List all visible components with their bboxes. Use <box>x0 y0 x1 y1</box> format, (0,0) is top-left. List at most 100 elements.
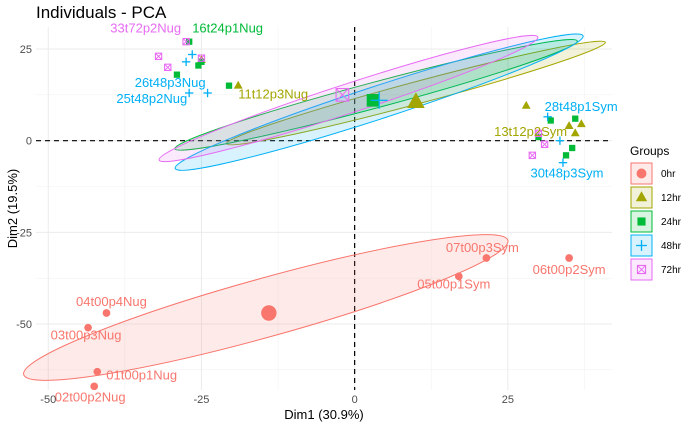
point-square-outline <box>528 151 537 160</box>
point-label: 01t00p1Nug <box>106 368 177 383</box>
point-label: 02t00p2Nug <box>55 389 126 404</box>
point-label: 05t00p1Sym <box>417 276 490 291</box>
legend-item-12hr: 12hr <box>630 186 682 209</box>
point-0hr <box>93 367 102 376</box>
point-cross-b <box>534 129 542 137</box>
point-0hr <box>482 254 491 262</box>
point-24hr <box>173 71 181 78</box>
point-circle <box>261 305 277 321</box>
point-cross-b <box>197 54 205 62</box>
point-circle <box>102 309 111 317</box>
point-24hr <box>562 152 570 159</box>
legend-title: Groups <box>630 144 669 158</box>
legend: Groups 0hr 12hr 24hr 48hr 72hr <box>630 144 682 281</box>
point-triangle <box>570 128 580 137</box>
point-label: 33t72p2Nug <box>110 21 181 36</box>
point-square-outline <box>182 37 190 46</box>
point-triangle <box>521 100 531 109</box>
point-48hr <box>188 50 197 59</box>
point-square-outline <box>636 264 647 275</box>
point-triangle <box>407 92 425 109</box>
point-48hr <box>203 88 212 98</box>
point-cross-b <box>637 265 646 274</box>
point-square-outline <box>197 54 206 62</box>
point-72hr <box>154 52 163 61</box>
centroid-12hr <box>407 92 425 109</box>
point-12hr <box>570 128 580 137</box>
legend-item-72hr: 72hr <box>630 258 682 281</box>
point-circle <box>636 168 647 179</box>
point-48hr <box>555 136 565 145</box>
legend-label: 0hr <box>661 169 676 180</box>
point-24hr <box>225 82 233 89</box>
centroid-72hr <box>335 87 350 102</box>
point-12hr <box>576 119 586 128</box>
legend-items: 0hr 12hr 24hr 48hr 72hr <box>630 162 682 281</box>
point-square-outline <box>540 140 549 149</box>
point-square <box>195 62 202 69</box>
y-axis-ticks: 25 0 -25 -50 <box>16 44 32 331</box>
point-square <box>547 117 554 124</box>
point-label: 16t24p1Nug <box>192 21 263 36</box>
point-48hr <box>543 112 552 122</box>
point-triangle <box>233 80 243 89</box>
point-circle <box>454 272 463 281</box>
point-label: 11t12p3Nug <box>238 87 308 102</box>
centroid-48hr <box>370 91 388 109</box>
point-72hr <box>164 63 172 72</box>
point-24hr <box>547 117 554 124</box>
legend-label: 24hr <box>661 217 682 228</box>
point-label: 13t12p2Sym <box>494 124 567 139</box>
point-24hr <box>195 62 202 69</box>
point-0hr <box>90 382 99 391</box>
centroid-0hr <box>261 305 277 321</box>
point-cross-b <box>164 63 172 71</box>
point-0hr <box>102 309 111 317</box>
legend-key-symbol <box>635 191 648 202</box>
x-axis-ticks: -50 -25 0 25 <box>40 394 514 406</box>
legend-key-symbol <box>636 168 647 179</box>
point-label: 28t48p1Sym <box>545 99 618 114</box>
zero-reference-lines <box>36 27 612 390</box>
point-square-outline <box>164 63 172 72</box>
point-square <box>572 115 579 122</box>
y-tick-label: 25 <box>20 44 32 56</box>
confidence-ellipses <box>23 33 606 381</box>
x-tick-label: -50 <box>40 394 56 406</box>
legend-item-24hr: 24hr <box>630 210 682 233</box>
plot-panel: 05t00p1Sym 07t00p3Sym 06t00p2Sym 04t00p4Nug… <box>23 21 618 404</box>
point-circle <box>84 323 92 332</box>
point-triangle <box>635 191 648 202</box>
point-24hr <box>572 115 579 122</box>
point-0hr <box>565 254 573 262</box>
point-triangle <box>576 119 586 128</box>
point-circle <box>565 254 573 262</box>
point-72hr <box>528 151 537 160</box>
y-axis-title: Dim2 (19.5%) <box>5 169 20 248</box>
y-tick-label: -25 <box>16 227 32 239</box>
point-cross-b <box>155 52 163 60</box>
x-tick-label: 0 <box>352 394 358 406</box>
point-12hr <box>233 80 243 89</box>
point-72hr <box>534 129 543 138</box>
point-square <box>225 82 233 89</box>
point-label: 25t48p2Nug <box>116 91 187 106</box>
point-72hr <box>540 140 549 149</box>
x-axis-title: Dim1 (30.9%) <box>284 407 363 422</box>
point-circle <box>482 254 491 262</box>
point-label: 30t48p3Sym <box>530 166 603 181</box>
point-square <box>637 217 646 226</box>
point-label: 03t00p3Nug <box>51 328 122 343</box>
point-label: 07t00p3Sym <box>446 240 519 255</box>
legend-key-symbol <box>636 240 647 251</box>
point-24hr <box>569 144 576 152</box>
point-square <box>569 144 576 152</box>
point-48hr <box>184 88 194 98</box>
data-points <box>84 37 586 391</box>
x-tick-label: 25 <box>502 394 514 406</box>
legend-label: 12hr <box>661 193 682 204</box>
point-square <box>562 152 570 159</box>
point-circle <box>90 382 99 391</box>
group-centroids <box>261 87 425 321</box>
